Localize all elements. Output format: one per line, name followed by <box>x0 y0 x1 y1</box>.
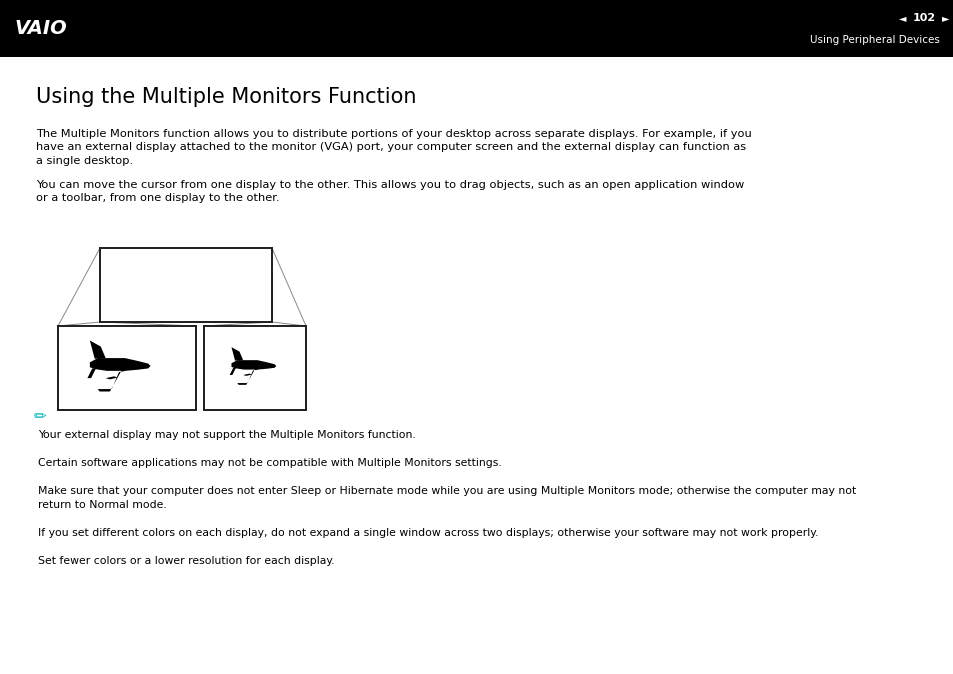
Polygon shape <box>153 286 190 315</box>
Bar <box>100 248 272 322</box>
Bar <box>204 326 306 410</box>
Text: Set fewer colors or a lower resolution for each display.: Set fewer colors or a lower resolution f… <box>38 556 335 566</box>
Polygon shape <box>144 272 221 288</box>
Polygon shape <box>243 373 252 376</box>
Polygon shape <box>230 368 235 375</box>
Polygon shape <box>232 347 243 361</box>
Polygon shape <box>164 295 179 299</box>
Polygon shape <box>237 369 258 385</box>
Polygon shape <box>97 369 126 392</box>
Bar <box>58 326 195 410</box>
Text: return to Normal mode.: return to Normal mode. <box>38 500 167 510</box>
Polygon shape <box>141 285 152 297</box>
Text: Using Peripheral Devices: Using Peripheral Devices <box>809 35 939 45</box>
Polygon shape <box>90 340 106 359</box>
Text: You can move the cursor from one display to the other. This allows you to drag o: You can move the cursor from one display… <box>36 179 743 189</box>
Text: VAIO: VAIO <box>15 19 68 38</box>
Text: ◄: ◄ <box>898 13 905 23</box>
Text: a single desktop.: a single desktop. <box>36 156 133 166</box>
Polygon shape <box>232 360 276 369</box>
Bar <box>100 248 272 322</box>
Text: ✏: ✏ <box>34 409 47 424</box>
Bar <box>100 248 272 322</box>
Bar <box>58 326 195 410</box>
Polygon shape <box>144 249 164 273</box>
Text: 102: 102 <box>911 13 935 23</box>
Polygon shape <box>90 358 151 371</box>
Text: Certain software applications may not be compatible with Multiple Monitors setti: Certain software applications may not be… <box>38 458 501 468</box>
Bar <box>204 326 306 410</box>
Bar <box>0 0 953 57</box>
Polygon shape <box>88 369 96 378</box>
Text: Using the Multiple Monitors Function: Using the Multiple Monitors Function <box>36 87 416 107</box>
Text: ►: ► <box>941 13 948 23</box>
Text: Your external display may not support the Multiple Monitors function.: Your external display may not support th… <box>38 430 416 440</box>
Bar <box>58 326 195 410</box>
Polygon shape <box>106 376 117 379</box>
Text: If you set different colors on each display, do not expand a single window acros: If you set different colors on each disp… <box>38 528 818 538</box>
Text: The Multiple Monitors function allows you to distribute portions of your desktop: The Multiple Monitors function allows yo… <box>36 129 751 139</box>
Bar <box>204 326 306 410</box>
Text: or a toolbar, from one display to the other.: or a toolbar, from one display to the ot… <box>36 193 279 203</box>
Text: have an external display attached to the monitor (VGA) port, your computer scree: have an external display attached to the… <box>36 142 745 152</box>
Text: Make sure that your computer does not enter Sleep or Hibernate mode while you ar: Make sure that your computer does not en… <box>38 486 856 496</box>
